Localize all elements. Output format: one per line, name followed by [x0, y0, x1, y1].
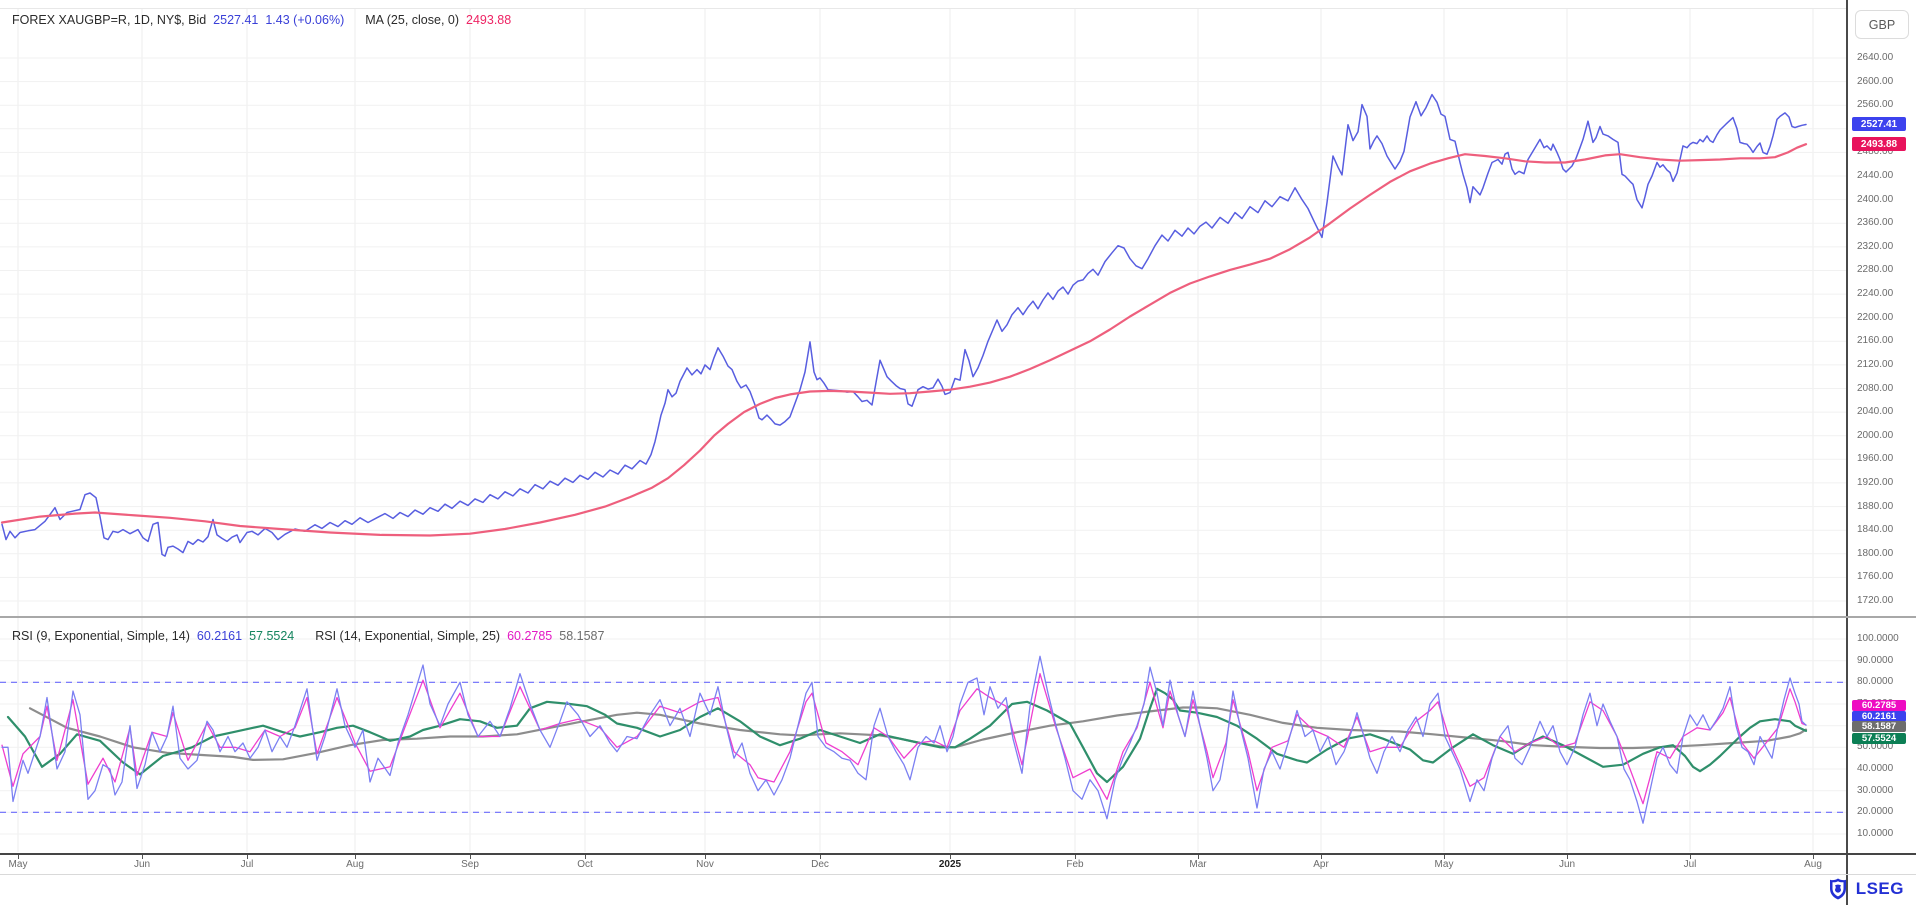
instrument-label: FOREX XAUGBP=R, 1D, NY$, Bid — [12, 13, 207, 27]
lseg-crest-icon — [1829, 878, 1846, 900]
month-label-jun: Jun — [1558, 859, 1576, 870]
month-tick-mark — [470, 855, 471, 859]
rsi9-line — [1, 655, 1807, 824]
rsi-axis-tick: 90.0000 — [1857, 654, 1894, 666]
ma25-line — [0, 143, 1808, 537]
rsi-value-badge: 60.2785 — [1852, 699, 1906, 711]
month-tick-mark — [142, 855, 143, 859]
month-label-2025: 2025 — [938, 859, 962, 870]
rsi-axis-tick: 40.0000 — [1857, 763, 1894, 774]
rsi14_smoothed_25-line — [28, 706, 1808, 761]
month-tick-mark — [1567, 855, 1568, 859]
price-axis-tick: 2560.00 — [1857, 99, 1894, 111]
rsi-value-badge: 58.1587 — [1852, 721, 1906, 733]
price-axis-tick: 2080.00 — [1857, 382, 1894, 394]
lseg-logo-text: LSEG — [1855, 879, 1904, 898]
month-label-feb: Feb — [1066, 859, 1084, 870]
rsi9-smooth-value: 57.5524 — [249, 629, 295, 643]
price-axis-tick: 1920.00 — [1857, 476, 1894, 488]
lseg-logo: LSEG — [1826, 877, 1904, 901]
rsi14-smooth-value: 58.1587 — [559, 629, 605, 643]
ma-value-badge: 2493.88 — [1852, 137, 1906, 152]
price-axis-tick: 2240.00 — [1857, 288, 1894, 300]
month-label-aug: Aug — [346, 859, 364, 870]
time-axis-line — [0, 853, 1916, 855]
price-axis-tick: 1760.00 — [1857, 571, 1894, 583]
price-axis-tick: 2000.00 — [1857, 429, 1894, 441]
last-price-badge: 2527.41 — [1852, 117, 1906, 132]
month-label-jul: Jul — [240, 859, 254, 870]
month-tick-mark — [1321, 855, 1322, 859]
bid-value: 2527.41 — [213, 13, 259, 27]
price-axis-tick: 2400.00 — [1857, 193, 1894, 205]
month-tick-mark — [18, 855, 19, 859]
rsi-axis-tick: 10.0000 — [1857, 828, 1894, 839]
price-axis-tick: 1880.00 — [1857, 500, 1894, 512]
price-axis-tick: 1840.00 — [1857, 524, 1894, 536]
month-tick-mark — [585, 855, 586, 859]
rsi-axis-tick: 50.0000 — [1857, 741, 1894, 753]
month-label-mar: Mar — [1189, 859, 1207, 870]
price-axis-tick: 2600.00 — [1857, 75, 1894, 87]
price-axis-tick: 2440.00 — [1857, 170, 1894, 182]
month-label-apr: Apr — [1313, 859, 1329, 870]
bid-line — [1, 93, 1807, 557]
rsi14-value: 60.2785 — [507, 629, 553, 643]
ma-value: 2493.88 — [466, 13, 512, 27]
price-axis-tick: 2200.00 — [1857, 311, 1894, 323]
month-tick-mark — [355, 855, 356, 859]
month-label-oct: Oct — [577, 859, 593, 870]
rsi-legend[interactable]: RSI (9, Exponential, Simple, 14) 60.2161… — [12, 629, 604, 643]
price-axis-tick: 1960.00 — [1857, 453, 1894, 465]
month-label-may: May — [8, 859, 28, 870]
change-value: 1.43 (+0.06%) — [265, 13, 345, 27]
top-border — [0, 8, 1916, 9]
rsi9_smoothed_14-line — [6, 687, 1808, 784]
price-axis-tick: 2320.00 — [1857, 240, 1894, 252]
rsi-value-badge: 60.2161 — [1852, 710, 1906, 722]
panel-divider[interactable] — [0, 616, 1916, 618]
month-tick-mark — [1444, 855, 1445, 859]
month-tick-mark — [1198, 855, 1199, 859]
ma-label: MA (25, close, 0) — [365, 13, 460, 27]
rsi-value-badge: 57.5524 — [1852, 732, 1906, 744]
footer-border — [0, 874, 1916, 875]
month-tick-mark — [705, 855, 706, 859]
month-label-aug: Aug — [1804, 859, 1822, 870]
month-tick-mark — [820, 855, 821, 859]
month-label-nov: Nov — [696, 859, 714, 870]
month-tick-mark — [1075, 855, 1076, 859]
rsi9-label: RSI (9, Exponential, Simple, 14) — [12, 629, 190, 643]
price-axis-tick: 2160.00 — [1857, 335, 1894, 347]
rsi14-label: RSI (14, Exponential, Simple, 25) — [315, 629, 501, 643]
price-axis-tick: 1720.00 — [1857, 594, 1894, 606]
month-label-jul: Jul — [1683, 859, 1697, 870]
price-rsi-chart[interactable] — [0, 0, 1846, 905]
month-tick-mark — [1690, 855, 1691, 859]
price-axis-tick: 2480.00 — [1857, 146, 1894, 158]
month-tick-mark — [950, 855, 951, 859]
price-axis-tick: 2640.00 — [1857, 52, 1894, 63]
price-axis-panel[interactable]: GBP 2640.002600.002560.002520.002480.002… — [1846, 0, 1916, 905]
month-label-dec: Dec — [811, 859, 829, 870]
month-label-sep: Sep — [461, 859, 479, 870]
price-axis-tick: 1800.00 — [1857, 547, 1894, 559]
month-tick-mark — [247, 855, 248, 859]
rsi-axis-tick: 80.0000 — [1857, 676, 1894, 688]
month-label-jun: Jun — [133, 859, 151, 870]
price-axis-tick: 2040.00 — [1857, 406, 1894, 418]
rsi-axis-tick: 20.0000 — [1857, 806, 1894, 818]
rsi-axis-tick: 30.0000 — [1857, 784, 1894, 796]
price-axis-tick: 2120.00 — [1857, 358, 1894, 370]
rsi9-value: 60.2161 — [196, 629, 243, 643]
price-axis-tick: 2280.00 — [1857, 264, 1894, 276]
price-legend[interactable]: FOREX XAUGBP=R, 1D, NY$, Bid 2527.41 1.4… — [12, 13, 511, 27]
rsi-axis-tick: 100.0000 — [1857, 633, 1899, 644]
month-label-may: May — [1434, 859, 1454, 870]
currency-button[interactable]: GBP — [1855, 10, 1909, 39]
month-tick-mark — [1813, 855, 1814, 859]
price-axis-tick: 2360.00 — [1857, 217, 1894, 229]
